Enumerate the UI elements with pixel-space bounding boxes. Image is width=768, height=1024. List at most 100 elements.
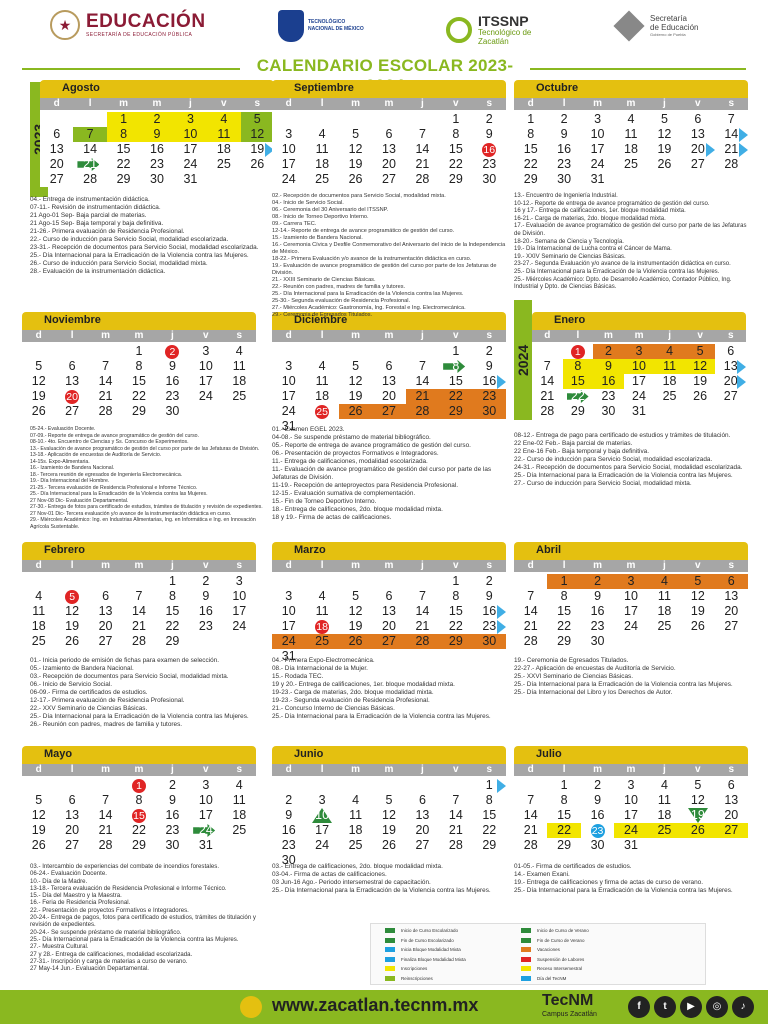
youtube-icon[interactable]: ▶: [680, 996, 702, 1018]
empty-cell: [272, 112, 305, 127]
year-tab-2024: 2024: [514, 300, 532, 420]
month-header: Julio: [514, 746, 748, 764]
day-cell: 5: [339, 589, 372, 604]
day-number: 16: [482, 604, 497, 618]
day-number: 11: [624, 127, 638, 141]
day-cell: 28: [122, 634, 155, 649]
day-cell: 17: [223, 604, 256, 619]
day-cell: 30: [547, 172, 580, 187]
day-number: 25: [624, 157, 638, 171]
day-number: 2: [153, 112, 161, 126]
facebook-icon[interactable]: f: [628, 996, 650, 1018]
day-cell: 27: [40, 172, 73, 187]
note-line: 07-09.- Reporte de entrega de avance pro…: [30, 432, 199, 439]
day-number: 8: [120, 127, 128, 141]
day-cell: 21: [439, 823, 472, 838]
day-cell: 28: [514, 838, 547, 853]
day-cell: 5: [22, 359, 55, 374]
day-number: 27: [65, 404, 80, 418]
day-number: 29: [132, 404, 146, 418]
day-cell: 26: [22, 404, 55, 419]
note-line: 14.- Examen Exani.: [514, 871, 570, 878]
day-number: 12: [348, 142, 363, 156]
month-octubre: Octubre d l m m j v s 1 2 3 4 5 6 7 8 9 10 11 12 13 14 15 16 17 1…: [514, 80, 749, 187]
day-cell: 23: [272, 838, 305, 853]
day-number: 20: [724, 808, 739, 822]
day-number: 15: [557, 604, 572, 618]
day-number: 20: [382, 389, 396, 403]
day-number: 8: [452, 359, 460, 373]
day-cell: 22: [514, 157, 547, 172]
note-line: 22.- Presentación de proyectos Formativo…: [30, 906, 189, 914]
twitter-icon[interactable]: t: [654, 996, 676, 1018]
day-cell: 4: [22, 589, 55, 604]
day-number: 23: [482, 157, 497, 171]
day-number: 9: [604, 359, 612, 373]
day-cell: 7: [532, 359, 563, 374]
day-cell: 1: [514, 112, 547, 127]
day-number: 27: [65, 838, 80, 852]
day-number: 13: [724, 589, 739, 603]
day-cell: 29: [439, 634, 473, 649]
day-number: 25: [232, 823, 247, 837]
day-cell: 30: [272, 853, 305, 868]
note-line: 01.- Examen EGEL 2023.: [272, 426, 345, 433]
note-line: 19-23.- Segunda evaluación de Residencia…: [272, 697, 430, 704]
day-cell: 26: [339, 172, 372, 187]
day-number: 14: [724, 127, 739, 141]
day-number: 10: [590, 127, 605, 141]
day-number: 22: [165, 619, 180, 633]
day-number: 30: [165, 404, 180, 418]
weekday-label: v: [203, 330, 209, 341]
puebla-t3: Gobierno de Puebla: [650, 32, 686, 37]
legend-swatch: [521, 975, 531, 981]
note-line: 08.- Inicio de Torneo Deportivo Interno.: [272, 214, 369, 220]
day-cell: 18: [223, 808, 256, 823]
day-number: 6: [53, 127, 61, 141]
weekday-label: v: [221, 98, 227, 109]
legend-label: Inscripciones: [401, 966, 428, 971]
day-cell: 1: [563, 344, 594, 359]
legend-item: Inicio de Curso Escolarizado: [385, 928, 458, 933]
weekday-label: v: [695, 560, 701, 571]
day-number: 5: [694, 574, 702, 588]
day-cell: 31: [614, 838, 647, 853]
weekday-label: j: [171, 330, 174, 341]
empty-cell: [55, 778, 88, 793]
day-number: 18: [232, 374, 247, 388]
website-link[interactable]: www.zacatlan.tecnm.mx: [272, 995, 479, 1015]
day-number: 1: [452, 344, 460, 358]
day-cell: 15: [562, 374, 594, 389]
empty-cell: [305, 574, 338, 589]
day-cell: 3: [189, 344, 222, 359]
day-cell: 18: [305, 389, 338, 404]
note-line: 26.- Reunión con padres, madres de famil…: [30, 721, 183, 728]
day-cell: 12: [339, 142, 372, 157]
day-number: 14: [415, 142, 430, 156]
note-line: 25.- Día Internacional del Libro y los D…: [514, 689, 673, 696]
note-line: 06-09.- Firma de certificados de estudio…: [30, 689, 148, 696]
day-cell: 7: [715, 112, 748, 127]
day-cell: 9: [156, 359, 189, 374]
note-line: 25.- Día Internacional para la Erradicac…: [514, 681, 733, 688]
day-cell: 3: [614, 574, 648, 589]
day-number: 24: [590, 157, 605, 171]
day-cell: 7: [514, 589, 547, 604]
day-number: 7: [418, 127, 426, 141]
empty-cell: [406, 344, 439, 359]
instagram-icon[interactable]: ◎: [706, 996, 728, 1018]
day-number: 29: [448, 404, 463, 418]
weekday-label: j: [663, 98, 666, 109]
day-cell: 2: [140, 112, 174, 127]
day-number: 6: [727, 778, 735, 792]
note-line: 27-31.- Inscripción y carga de materias …: [30, 957, 188, 965]
tiktok-icon[interactable]: ♪: [732, 996, 754, 1018]
day-number: 20: [690, 142, 705, 156]
day-cell: 3: [272, 589, 305, 604]
day-number: 10: [198, 793, 213, 807]
day-cell: 1: [473, 778, 507, 793]
legend-item: Fin de Curso de Verano: [521, 937, 585, 943]
day-cell: 11: [305, 604, 338, 619]
day-number: 2: [285, 793, 293, 807]
